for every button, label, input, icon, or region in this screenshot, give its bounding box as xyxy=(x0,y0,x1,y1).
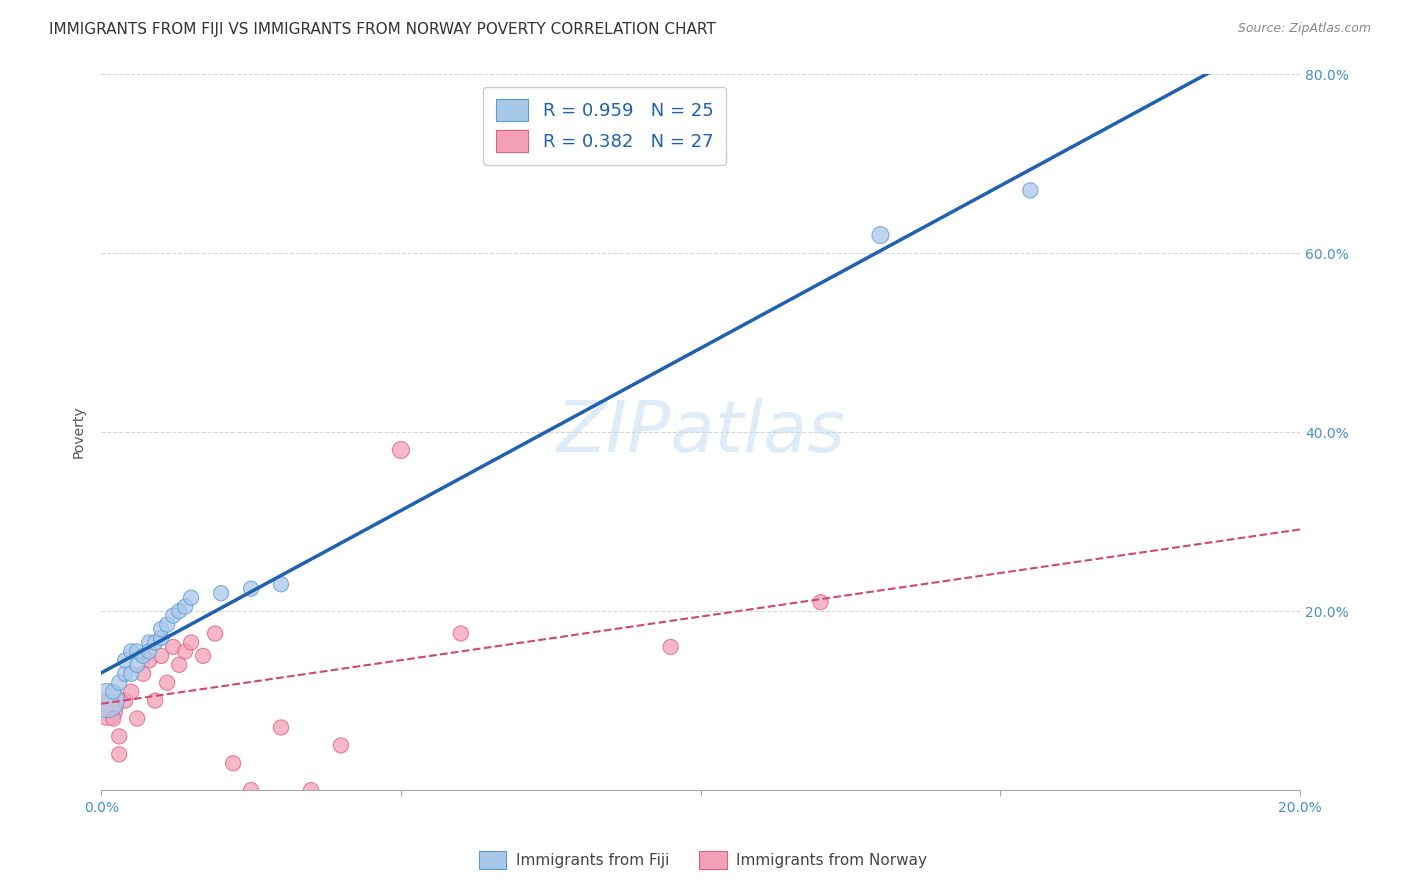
Point xyxy=(150,631,173,645)
Point xyxy=(138,635,160,649)
Point xyxy=(138,653,160,667)
Point xyxy=(156,675,179,690)
Point xyxy=(450,626,472,640)
Point xyxy=(156,617,179,632)
Point xyxy=(869,228,891,243)
Point xyxy=(174,644,197,658)
Point xyxy=(132,666,155,681)
Legend: R = 0.959   N = 25, R = 0.382   N = 27: R = 0.959 N = 25, R = 0.382 N = 27 xyxy=(484,87,727,165)
Point xyxy=(150,648,173,663)
Point xyxy=(114,653,136,667)
Point xyxy=(103,684,125,698)
Point xyxy=(96,693,118,707)
Point xyxy=(270,721,292,735)
Point xyxy=(96,702,118,716)
Point xyxy=(1019,183,1042,197)
Point xyxy=(120,666,142,681)
Point xyxy=(143,693,166,707)
Point xyxy=(330,739,353,753)
Point xyxy=(120,684,142,698)
Point xyxy=(174,599,197,614)
Point xyxy=(138,644,160,658)
Point xyxy=(180,635,202,649)
Point xyxy=(108,730,131,744)
Point xyxy=(204,626,226,640)
Point xyxy=(299,783,322,797)
Point xyxy=(180,591,202,605)
Text: ZIPatlas: ZIPatlas xyxy=(557,398,845,467)
Point xyxy=(132,648,155,663)
Point xyxy=(162,640,184,654)
Text: Source: ZipAtlas.com: Source: ZipAtlas.com xyxy=(1237,22,1371,36)
Point xyxy=(108,675,131,690)
Point xyxy=(114,666,136,681)
Point xyxy=(240,783,263,797)
Point xyxy=(222,756,245,771)
Point xyxy=(270,577,292,591)
Point xyxy=(127,657,149,672)
Point xyxy=(162,608,184,623)
Point xyxy=(167,657,190,672)
Point xyxy=(810,595,832,609)
Point xyxy=(103,712,125,726)
Point xyxy=(143,635,166,649)
Point xyxy=(191,648,214,663)
Point xyxy=(127,644,149,658)
Point xyxy=(240,582,263,596)
Point xyxy=(108,747,131,762)
Point xyxy=(659,640,682,654)
Point xyxy=(120,644,142,658)
Point xyxy=(114,693,136,707)
Legend: Immigrants from Fiji, Immigrants from Norway: Immigrants from Fiji, Immigrants from No… xyxy=(472,845,934,875)
Y-axis label: Poverty: Poverty xyxy=(72,406,86,458)
Point xyxy=(389,442,412,457)
Point xyxy=(150,622,173,636)
Point xyxy=(167,604,190,618)
Point xyxy=(209,586,232,600)
Point xyxy=(127,712,149,726)
Text: IMMIGRANTS FROM FIJI VS IMMIGRANTS FROM NORWAY POVERTY CORRELATION CHART: IMMIGRANTS FROM FIJI VS IMMIGRANTS FROM … xyxy=(49,22,716,37)
